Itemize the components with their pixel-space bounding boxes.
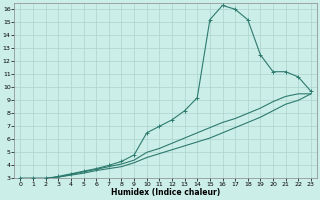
X-axis label: Humidex (Indice chaleur): Humidex (Indice chaleur) (111, 188, 220, 197)
